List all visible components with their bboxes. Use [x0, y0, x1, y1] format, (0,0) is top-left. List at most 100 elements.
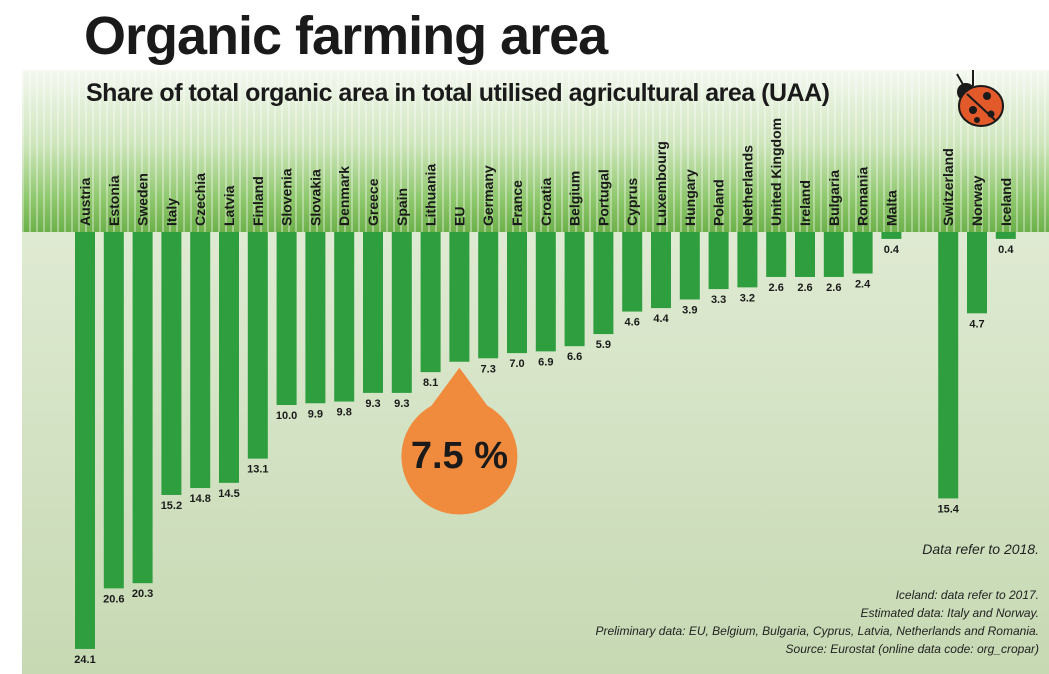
category-label: Romania — [855, 167, 871, 226]
category-label: Belgium — [567, 171, 583, 226]
category-label: Malta — [883, 190, 899, 226]
value-label: 5.9 — [596, 339, 611, 351]
bar-poland — [708, 232, 729, 290]
category-label: Luxembourg — [653, 141, 669, 226]
bar-sweden — [132, 232, 153, 584]
bar-norway — [967, 232, 987, 314]
value-label: 20.6 — [103, 593, 124, 605]
bar-switzerland — [938, 232, 959, 499]
bar-estonia — [103, 232, 124, 589]
value-label: 0.4 — [884, 244, 900, 256]
note-line: Preliminary data: EU, Belgium, Bulgaria,… — [595, 624, 1039, 638]
category-label: Denmark — [336, 166, 352, 226]
value-label: 15.4 — [937, 503, 959, 515]
category-label: Sweden — [135, 173, 151, 226]
category-label: Spain — [394, 188, 410, 226]
bar-netherlands — [737, 232, 758, 288]
bar-france — [507, 232, 527, 354]
bar-czechia — [190, 232, 211, 489]
value-label: 8.1 — [423, 377, 438, 389]
category-label: Estonia — [106, 175, 122, 226]
category-label: Poland — [711, 179, 727, 226]
value-label: 2.4 — [855, 279, 871, 291]
bar-croatia — [535, 232, 556, 352]
value-label: 2.6 — [826, 282, 841, 294]
bar-portugal — [593, 232, 614, 335]
chart-subtitle: Share of total organic area in total uti… — [86, 79, 830, 107]
value-label: 3.9 — [682, 304, 697, 316]
bar-united-kingdom — [766, 232, 787, 277]
bar-slovenia — [276, 232, 297, 405]
value-label: 6.6 — [567, 351, 582, 363]
value-label: 2.6 — [769, 282, 784, 294]
value-label: 15.2 — [161, 500, 182, 512]
bar-greece — [363, 232, 383, 393]
bar-romania — [852, 232, 873, 274]
value-label: 4.7 — [969, 318, 984, 330]
value-label: 4.4 — [653, 313, 669, 325]
note-line: Iceland: data refer to 2017. — [895, 588, 1039, 602]
value-label: 13.1 — [247, 464, 268, 476]
category-label: Italy — [163, 198, 179, 226]
chart-notes: Data refer to 2018. Iceland: data refer … — [479, 540, 1039, 658]
bar-finland — [247, 232, 268, 459]
value-label: 24.1 — [74, 654, 95, 666]
category-label: Portugal — [595, 169, 611, 226]
bar-eu — [449, 232, 470, 362]
bar-spain — [391, 232, 412, 393]
bar-germany — [478, 232, 499, 359]
value-label: 9.9 — [308, 408, 323, 420]
bar-austria — [75, 232, 95, 649]
category-label: Croatia — [538, 178, 554, 226]
category-label: Greece — [365, 178, 381, 226]
category-label: Latvia — [221, 185, 237, 226]
note-line: Source: Eurostat (online data code: org_… — [785, 642, 1039, 656]
value-label: 0.4 — [998, 244, 1014, 256]
category-label: Cyprus — [624, 178, 640, 226]
value-label: 4.6 — [625, 317, 640, 329]
bar-slovakia — [305, 232, 326, 404]
category-label: United Kingdom — [768, 118, 784, 226]
value-label: 14.5 — [218, 488, 239, 500]
category-label: Slovakia — [307, 169, 323, 226]
value-label: 20.3 — [132, 588, 153, 600]
value-label: 3.2 — [740, 292, 755, 304]
value-label: 10.0 — [276, 410, 297, 422]
grass-band — [22, 70, 1049, 232]
reference-note: Data refer to 2018. — [922, 541, 1039, 557]
category-label: Czechia — [192, 173, 208, 226]
value-label: 14.8 — [189, 493, 210, 505]
category-label: Hungary — [682, 169, 698, 226]
category-label: Switzerland — [940, 148, 956, 226]
bar-denmark — [334, 232, 355, 402]
category-label: France — [509, 180, 525, 226]
ladybug-icon — [956, 70, 1004, 127]
chart-title: Organic farming area — [84, 6, 608, 66]
value-label: 6.9 — [538, 356, 553, 368]
category-label: Netherlands — [739, 145, 755, 226]
bar-ireland — [795, 232, 815, 277]
category-label: Germany — [480, 165, 496, 226]
category-label: EU — [451, 207, 467, 226]
bar-malta — [881, 232, 902, 239]
bar-belgium — [564, 232, 585, 347]
bar-hungary — [679, 232, 700, 300]
eu-highlight-bubble — [401, 367, 518, 515]
bar-lithuania — [420, 232, 441, 373]
category-label: Iceland — [998, 178, 1014, 226]
value-label: 9.8 — [337, 407, 352, 419]
category-label: Bulgaria — [826, 170, 842, 226]
bar-cyprus — [622, 232, 643, 312]
category-label: Slovenia — [279, 168, 295, 226]
category-label: Finland — [250, 176, 266, 226]
eu-highlight-label: 7.5 % — [411, 435, 508, 477]
bar-luxembourg — [651, 232, 671, 309]
bar-italy — [161, 232, 182, 495]
category-label: Ireland — [797, 180, 813, 226]
value-label: 3.3 — [711, 294, 726, 306]
value-label: 9.3 — [394, 398, 409, 410]
bar-iceland — [995, 232, 1016, 239]
value-label: 7.0 — [509, 358, 524, 370]
value-label: 2.6 — [797, 282, 812, 294]
